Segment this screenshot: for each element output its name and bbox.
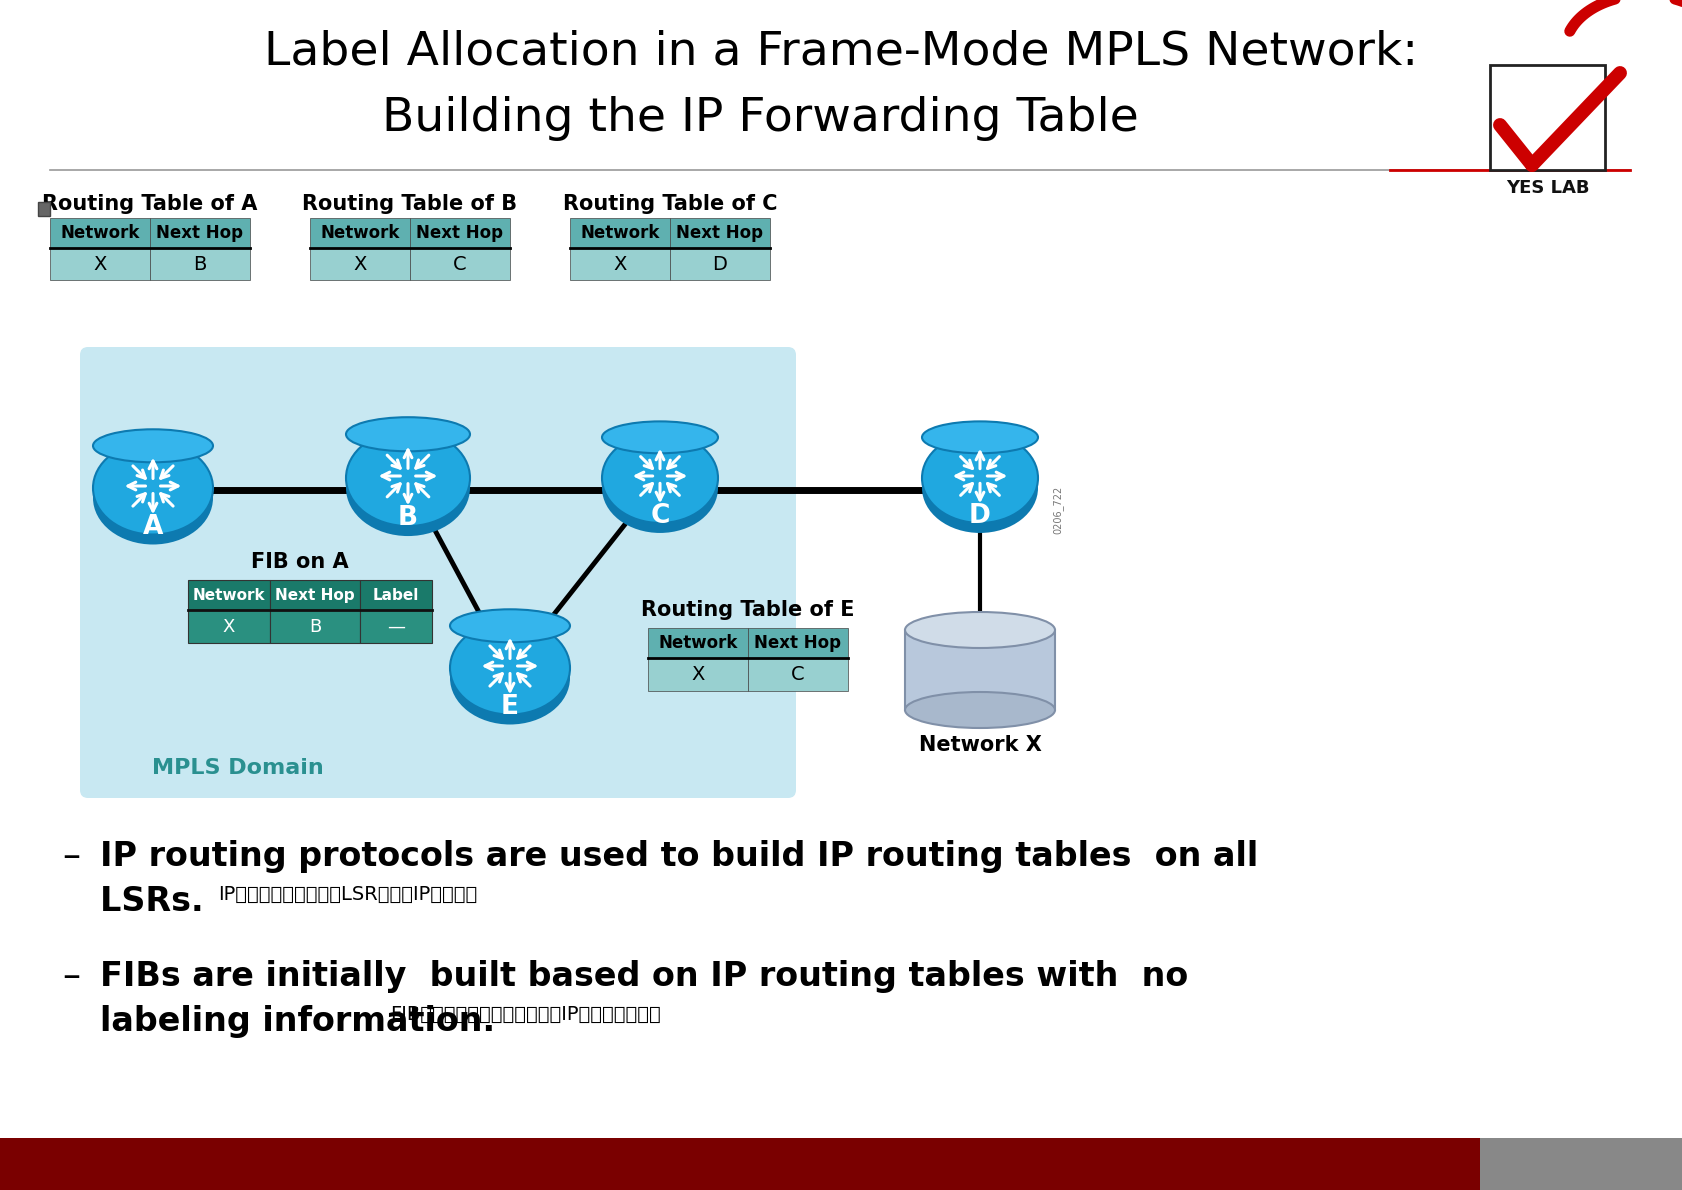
Ellipse shape [602, 433, 718, 522]
Ellipse shape [449, 621, 570, 714]
Text: FIBs are initially  built based on IP routing tables with  no: FIBs are initially built based on IP rou… [99, 960, 1187, 992]
Bar [150, 248, 251, 280]
Text: E: E [501, 694, 518, 720]
Bar [1489, 65, 1605, 170]
Bar [747, 628, 848, 658]
Bar [410, 248, 510, 280]
Text: Network: Network [580, 224, 659, 242]
Ellipse shape [449, 632, 570, 725]
Text: X: X [612, 255, 626, 274]
Ellipse shape [602, 421, 718, 453]
Bar [309, 248, 410, 280]
Text: FIB on A: FIB on A [251, 552, 348, 572]
Bar [360, 610, 432, 643]
Text: –: – [62, 960, 81, 994]
Ellipse shape [922, 433, 1038, 522]
Text: labeling information.: labeling information. [99, 1006, 506, 1038]
Bar [188, 610, 269, 643]
Text: Routing Table of C: Routing Table of C [562, 194, 777, 214]
Text: Network: Network [61, 224, 140, 242]
Text: IP路由协议用于在所有LSR上构建IP路由表。: IP路由协议用于在所有LSR上构建IP路由表。 [219, 885, 478, 904]
FancyBboxPatch shape [81, 347, 796, 798]
Bar [39, 202, 50, 217]
Bar [905, 630, 1055, 710]
Bar [669, 248, 770, 280]
Bar [309, 218, 410, 248]
Text: Network X: Network X [918, 735, 1041, 754]
Bar [188, 580, 269, 610]
Text: B: B [397, 506, 417, 532]
Bar [1478, 1138, 1682, 1190]
Bar [669, 218, 770, 248]
Text: A: A [143, 514, 163, 540]
Text: B: B [193, 255, 207, 274]
Ellipse shape [602, 443, 718, 533]
Text: X: X [93, 255, 106, 274]
Bar [648, 658, 747, 691]
Ellipse shape [922, 443, 1038, 533]
Ellipse shape [93, 441, 214, 534]
Bar [570, 218, 669, 248]
Text: Label Allocation in a Frame-Mode MPLS Network:: Label Allocation in a Frame-Mode MPLS Ne… [264, 30, 1418, 75]
Text: IP routing protocols are used to build IP routing tables  on all: IP routing protocols are used to build I… [99, 840, 1258, 873]
Text: FIB最初是基于没有标签信息的IP路由表构建的。: FIB最初是基于没有标签信息的IP路由表构建的。 [390, 1006, 661, 1025]
Text: Building the IP Forwarding Table: Building the IP Forwarding Table [382, 95, 1137, 140]
Bar [410, 218, 510, 248]
Bar [570, 248, 669, 280]
Bar [747, 658, 848, 691]
Ellipse shape [93, 451, 214, 545]
Ellipse shape [922, 421, 1038, 453]
Bar [269, 610, 360, 643]
Text: C: C [649, 503, 669, 530]
Bar [360, 580, 432, 610]
Text: YES LAB: YES LAB [1505, 178, 1588, 198]
Text: Next Hop: Next Hop [276, 588, 355, 602]
Text: X: X [691, 664, 705, 683]
Text: Next Hop: Next Hop [415, 224, 503, 242]
Ellipse shape [905, 612, 1055, 649]
Text: Network: Network [192, 588, 266, 602]
Text: X: X [353, 255, 367, 274]
Bar [269, 580, 360, 610]
Text: Network: Network [658, 634, 737, 652]
Text: 0206_722: 0206_722 [1051, 486, 1063, 534]
Text: C: C [452, 255, 466, 274]
Bar [50, 218, 150, 248]
Text: Next Hop: Next Hop [754, 634, 841, 652]
Ellipse shape [346, 418, 469, 451]
Text: Label: Label [373, 588, 419, 602]
Text: MPLS Domain: MPLS Domain [151, 758, 323, 778]
Text: B: B [309, 618, 321, 635]
Text: Next Hop: Next Hop [676, 224, 764, 242]
Text: X: X [222, 618, 235, 635]
Ellipse shape [346, 440, 469, 536]
Bar [150, 218, 251, 248]
Text: –: – [62, 840, 81, 873]
Text: C: C [791, 664, 804, 683]
Text: LSRs.: LSRs. [99, 885, 215, 917]
Text: D: D [711, 255, 727, 274]
Ellipse shape [346, 430, 469, 526]
Text: Network: Network [320, 224, 399, 242]
Text: Routing Table of A: Routing Table of A [42, 194, 257, 214]
Text: Next Hop: Next Hop [156, 224, 244, 242]
Bar [0, 1138, 1478, 1190]
Bar [648, 628, 747, 658]
Ellipse shape [93, 430, 214, 462]
Ellipse shape [905, 693, 1055, 728]
Bar [50, 248, 150, 280]
Text: Routing Table of E: Routing Table of E [641, 600, 854, 620]
Text: Routing Table of B: Routing Table of B [303, 194, 518, 214]
Text: —: — [387, 618, 405, 635]
Ellipse shape [449, 609, 570, 643]
Text: D: D [969, 503, 991, 530]
